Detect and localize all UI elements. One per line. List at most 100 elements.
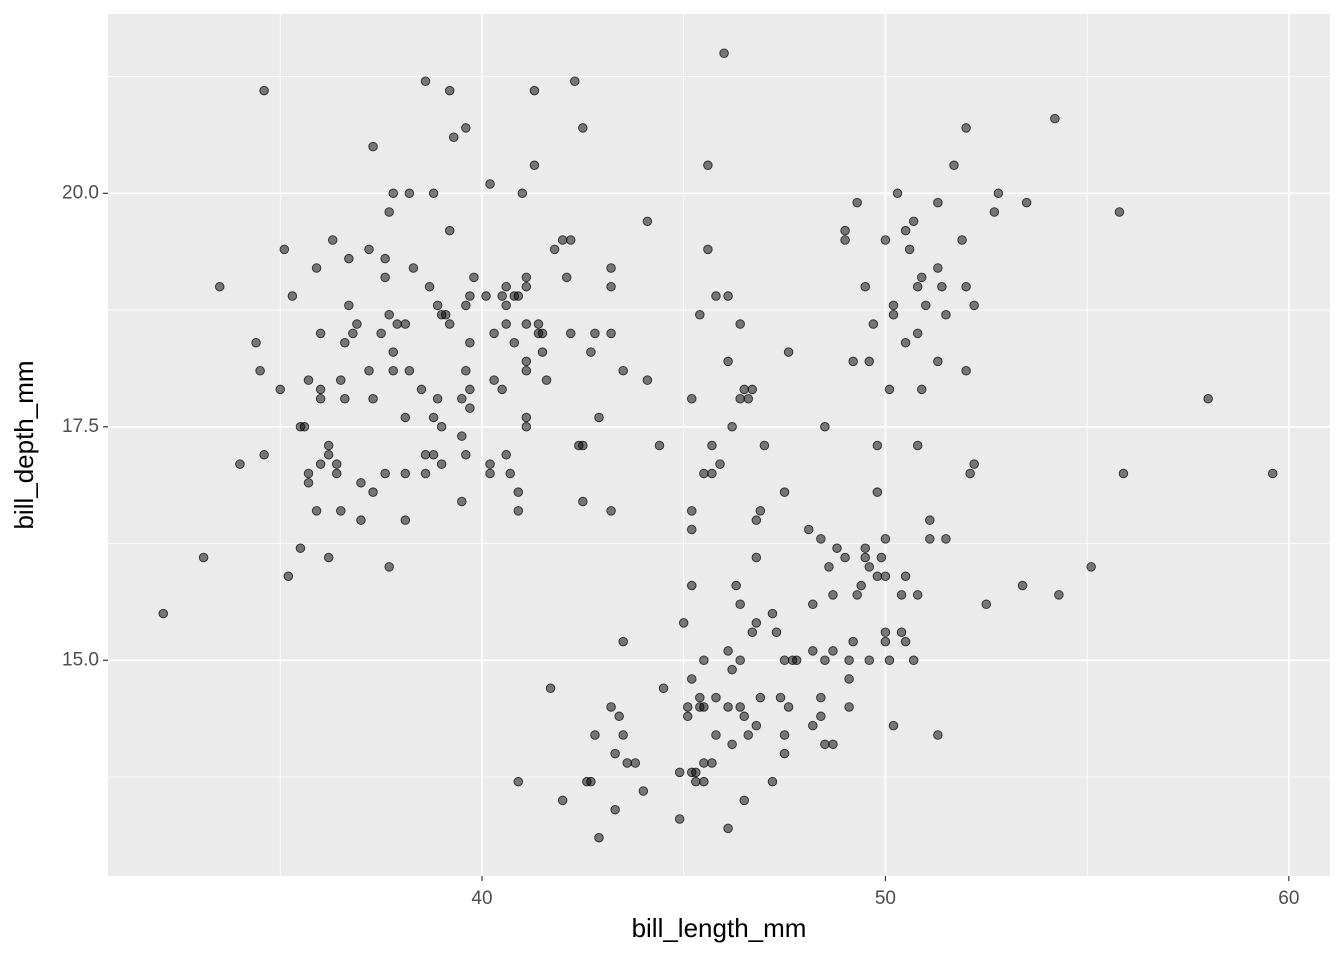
y-tick-label: 20.0 <box>62 182 99 203</box>
point <box>695 309 705 320</box>
point <box>933 197 943 208</box>
point <box>586 776 596 787</box>
point <box>711 730 721 740</box>
point <box>747 384 758 395</box>
point <box>364 366 374 376</box>
point <box>735 702 745 712</box>
point <box>594 832 604 843</box>
point <box>428 450 439 460</box>
point <box>642 216 653 227</box>
point <box>880 235 891 245</box>
axes: 40 50 60 15.0 17.5 20.0 <box>62 182 1299 909</box>
point <box>444 319 455 329</box>
point <box>638 786 649 796</box>
point <box>783 347 794 357</box>
point <box>384 562 394 572</box>
point <box>925 534 935 544</box>
point <box>610 804 620 815</box>
point <box>336 506 346 516</box>
point <box>158 608 169 619</box>
point <box>949 160 959 171</box>
point <box>501 300 511 311</box>
point <box>400 319 411 329</box>
point <box>989 207 1000 217</box>
point <box>235 459 245 469</box>
point <box>259 450 269 460</box>
point <box>751 720 762 731</box>
point <box>469 272 479 283</box>
x-axis-title: bill_length_mm <box>632 913 807 943</box>
point <box>880 571 891 581</box>
point <box>751 618 762 628</box>
point <box>606 506 616 516</box>
point <box>440 309 451 320</box>
point <box>537 328 548 339</box>
point <box>299 422 310 432</box>
point <box>444 225 455 236</box>
point <box>674 767 685 778</box>
point <box>545 683 556 694</box>
point <box>808 646 818 656</box>
point <box>925 515 935 525</box>
point <box>1203 394 1213 404</box>
point <box>912 590 923 600</box>
point <box>586 347 596 357</box>
point <box>699 468 709 479</box>
point <box>315 384 326 395</box>
point <box>912 440 923 451</box>
point <box>993 188 1004 199</box>
point <box>751 552 762 563</box>
panel-background <box>108 14 1330 876</box>
point <box>610 748 620 759</box>
point <box>630 758 641 768</box>
point <box>864 356 875 367</box>
point <box>380 253 390 264</box>
point <box>888 309 899 320</box>
point <box>682 702 693 712</box>
point <box>327 235 338 245</box>
point <box>465 337 475 348</box>
point <box>303 468 314 479</box>
point <box>727 739 737 750</box>
point <box>1017 580 1028 591</box>
point <box>340 337 350 348</box>
major-grid <box>108 14 1330 876</box>
point <box>513 506 524 516</box>
point <box>687 524 697 535</box>
point <box>642 375 653 385</box>
point <box>400 515 411 525</box>
point <box>828 590 838 600</box>
point <box>779 487 790 497</box>
point <box>678 618 689 628</box>
point <box>868 319 879 329</box>
point <box>933 730 943 740</box>
point <box>368 487 378 497</box>
point <box>420 450 431 460</box>
point <box>808 720 818 731</box>
point <box>864 655 875 666</box>
point <box>840 552 850 563</box>
point <box>699 702 709 712</box>
point <box>808 599 818 609</box>
point <box>804 524 814 535</box>
point <box>961 366 971 376</box>
point <box>731 580 741 591</box>
point <box>549 244 560 255</box>
point <box>755 506 766 516</box>
point <box>691 767 701 778</box>
point <box>1267 468 1278 479</box>
point <box>965 468 975 479</box>
point <box>884 655 895 666</box>
point <box>961 281 971 292</box>
point <box>711 291 721 301</box>
point <box>404 188 415 199</box>
point <box>896 627 907 637</box>
point <box>961 123 971 133</box>
point <box>501 281 511 292</box>
point <box>848 636 858 647</box>
point <box>392 319 403 329</box>
point <box>380 272 390 283</box>
point <box>465 403 475 413</box>
point <box>428 188 439 199</box>
point <box>521 412 532 423</box>
